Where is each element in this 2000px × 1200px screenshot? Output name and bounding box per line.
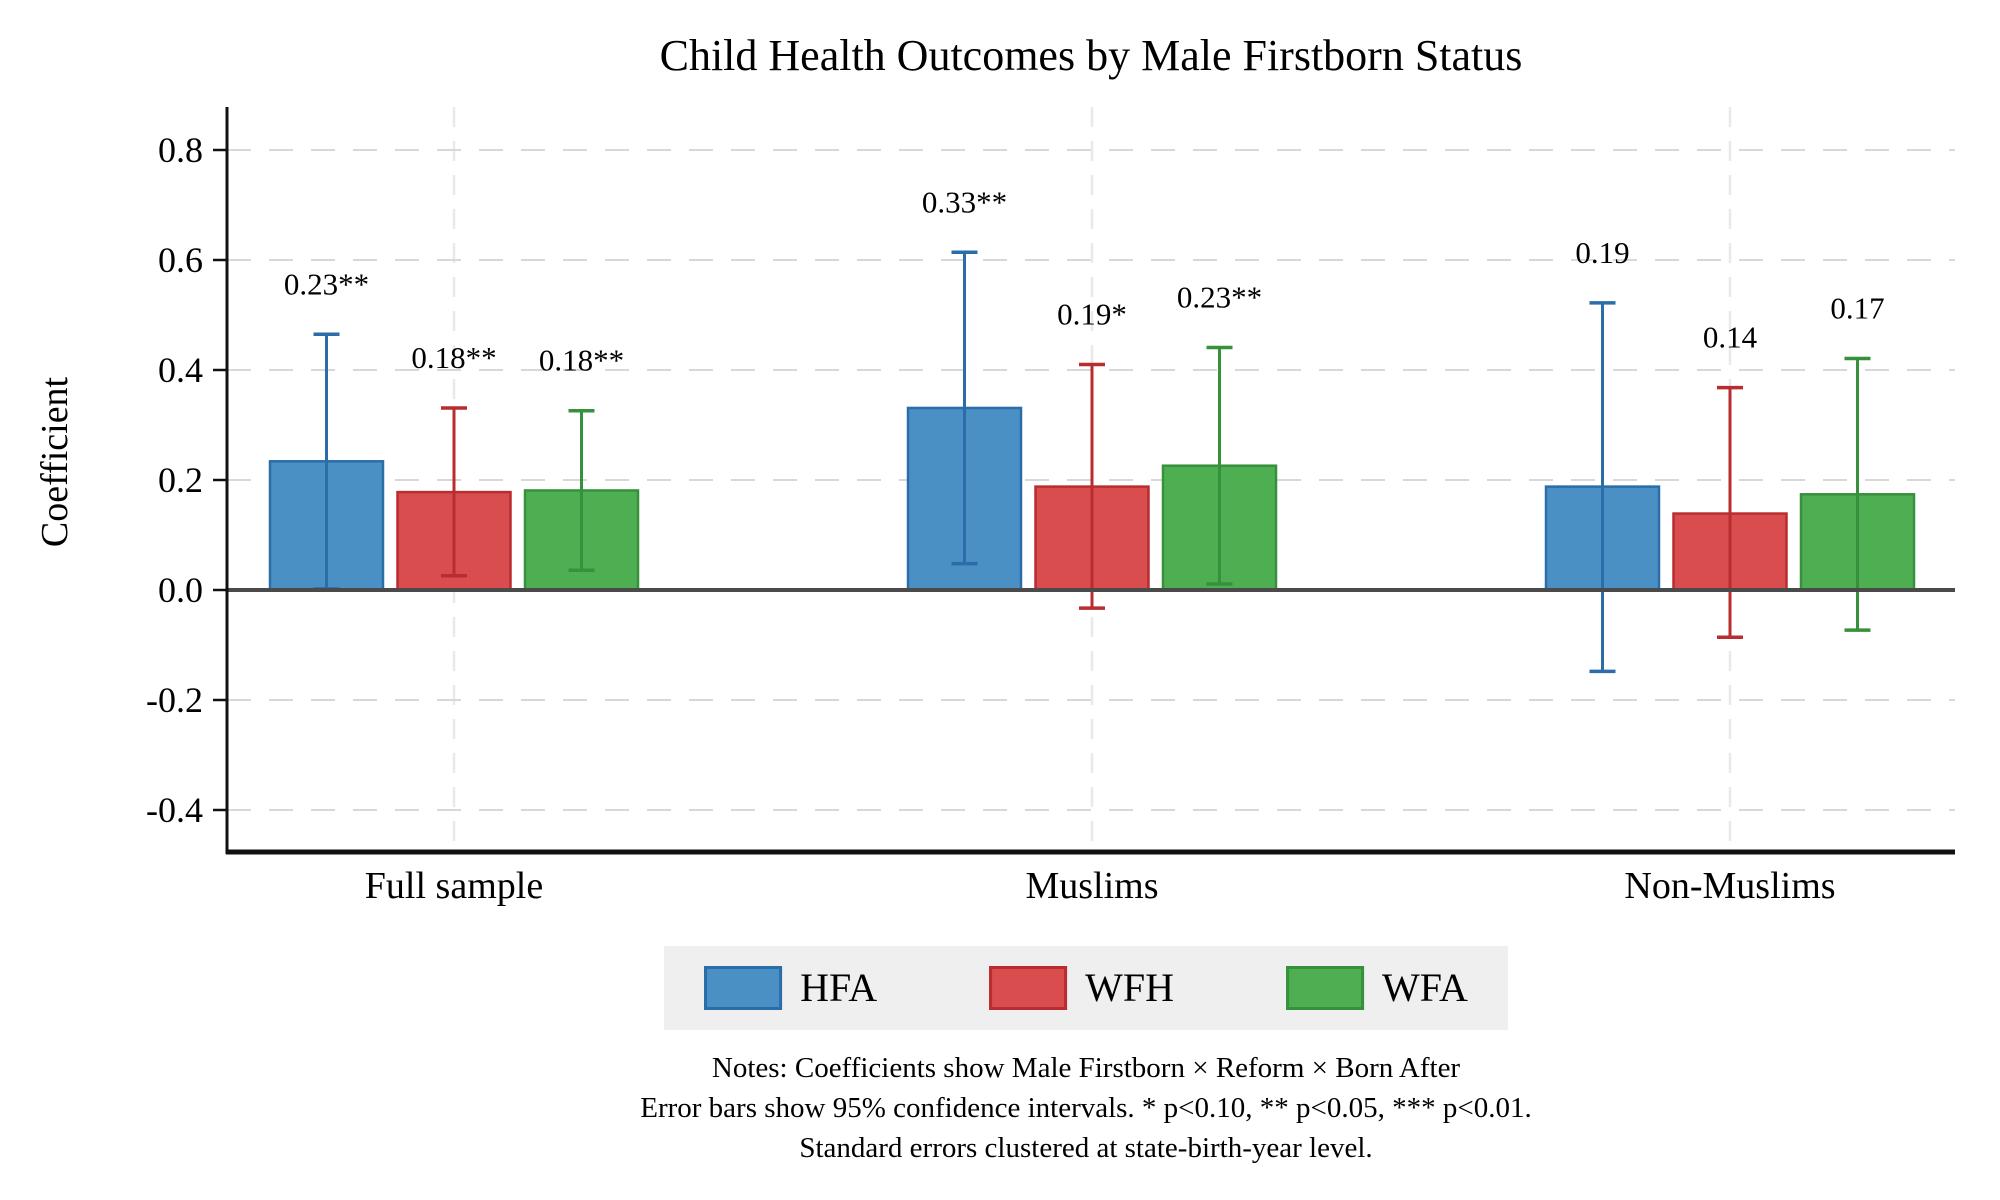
x-category-label: Non-Muslims (1624, 865, 1835, 907)
value-label: 0.19* (1057, 297, 1127, 332)
legend: HFA WFH WFA (664, 946, 1508, 1030)
legend-item-wfa: WFA (1286, 966, 1468, 1010)
value-label: 0.14 (1703, 320, 1758, 355)
y-tick-label: 0.8 (158, 130, 203, 170)
value-label: 0.33** (922, 184, 1007, 219)
chart-notes: Notes: Coefficients show Male Firstborn … (640, 1048, 1532, 1168)
y-tick-label: -0.2 (146, 680, 203, 720)
value-label: 0.19 (1575, 235, 1629, 270)
legend-swatch-wfh (989, 966, 1068, 1010)
x-category-label: Muslims (1025, 865, 1158, 907)
legend-item-hfa: HFA (704, 966, 877, 1010)
notes-line-1: Notes: Coefficients show Male Firstborn … (711, 1052, 1461, 1084)
legend-swatch-wfa (1286, 966, 1365, 1010)
x-category-label: Full sample (365, 865, 543, 907)
y-tick-label: 0.2 (158, 460, 203, 500)
y-tick-label: -0.4 (146, 790, 203, 830)
legend-label-wfa: WFA (1382, 965, 1468, 1010)
value-label: 0.18** (411, 340, 496, 375)
value-label: 0.23** (1177, 279, 1262, 314)
y-tick-label: 0.0 (158, 570, 203, 610)
value-label: 0.18** (539, 343, 624, 378)
notes-line-2: Error bars show 95% confidence intervals… (640, 1092, 1532, 1124)
chart-title: Child Health Outcomes by Male Firstborn … (659, 31, 1523, 80)
value-label: 0.17 (1830, 290, 1884, 325)
legend-swatch-hfa (704, 966, 783, 1010)
legend-label-hfa: HFA (800, 965, 878, 1010)
value-label: 0.23** (284, 266, 369, 301)
y-tick-label: 0.6 (158, 240, 203, 280)
notes-line-3: Standard errors clustered at state-birth… (799, 1132, 1373, 1164)
legend-item-wfh: WFH (989, 966, 1174, 1010)
legend-label-wfh: WFH (1085, 965, 1175, 1010)
y-tick-label: 0.4 (158, 350, 203, 390)
